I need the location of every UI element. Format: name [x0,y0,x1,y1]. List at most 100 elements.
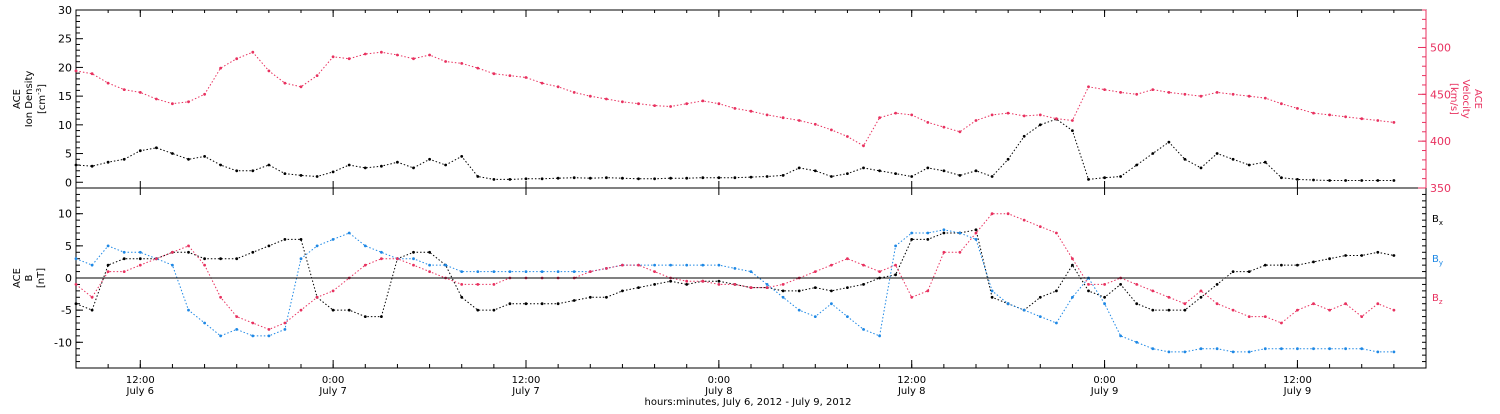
data-point-bx [846,286,849,289]
data-point-bx [1280,263,1283,267]
density-tick-label: 30 [58,4,72,17]
data-point-by [910,231,914,235]
data-point-velocity [1376,119,1380,122]
data-point-by [1231,350,1235,354]
data-point-by [1071,295,1074,299]
data-point-velocity [605,97,608,101]
data-point-velocity [508,74,512,77]
data-point-density [749,175,753,179]
data-point-density [1231,157,1235,161]
b-tick-label: -10 [54,336,72,349]
series-line-density [75,118,1394,181]
data-point-density [331,170,335,174]
data-point-by [363,244,367,248]
data-point-by [1312,347,1315,351]
data-point-density [958,174,962,177]
data-point-by [1055,321,1058,325]
data-point-velocity [910,113,914,117]
data-point-bz [1038,225,1042,229]
density-tick-label: 15 [58,90,72,103]
data-point-velocity [1231,92,1235,96]
data-point-by [219,334,223,338]
data-point-by [412,257,415,261]
data-point-by [1022,308,1026,312]
data-point-velocity [942,125,946,129]
data-point-velocity [653,104,656,107]
data-point-bz [974,231,978,235]
data-point-bx [1103,295,1106,299]
data-point-bx [412,250,415,254]
density-tick-label: 25 [58,33,72,46]
data-point-velocity [476,66,480,70]
data-point-velocity [894,111,897,115]
data-point-bx [862,283,865,286]
data-point-velocity [685,102,689,106]
data-point-bz [380,257,383,261]
data-point-by [106,244,110,248]
data-point-density [1167,140,1171,144]
data-point-bx [556,302,560,306]
data-point-bx [1151,308,1155,312]
b-tick-label: -5 [61,304,72,317]
data-point-bx [460,295,464,299]
data-point-by [187,308,190,312]
b-label-unit: [nT] [36,268,47,288]
density-label-name: Ion Density [24,71,35,128]
data-point-bz [1231,308,1235,312]
data-point-bz [1183,302,1187,306]
data-point-bx [1119,283,1122,286]
data-point-by [974,238,978,241]
data-point-density [1376,179,1380,182]
data-point-bx [540,302,544,306]
data-point-bx [813,286,817,289]
data-point-bx [1183,308,1187,312]
data-point-density [219,163,223,167]
data-point-by [347,231,351,235]
data-point-velocity [219,66,223,70]
data-point-bz [138,263,142,267]
data-point-density [122,157,126,161]
data-point-bz [830,263,833,267]
data-point-density [396,160,399,164]
data-point-bx [1328,257,1331,261]
data-point-bz [331,289,335,293]
data-point-bx [380,315,383,318]
data-point-density [1119,175,1122,178]
data-point-bx [1392,254,1396,257]
data-point-velocity [878,116,881,120]
data-point-velocity [572,91,576,94]
data-point-by [942,228,946,232]
data-point-by [717,263,721,267]
data-point-velocity [846,135,849,138]
density-label-ace: ACE [12,89,23,109]
data-point-bz [219,295,223,299]
data-point-bz [1022,218,1026,222]
data-point-velocity [74,69,78,73]
data-point-density [412,166,415,170]
data-point-bx [138,257,142,261]
data-point-bz [1167,295,1171,299]
velocity-axis-label: ACE Velocity [km/s] [1448,79,1483,118]
data-point-velocity [1360,117,1364,121]
data-point-by [669,263,672,267]
data-point-bx [267,244,271,248]
data-point-bx [219,257,223,261]
data-point-velocity [396,53,399,57]
data-point-bz [1360,315,1364,318]
data-point-velocity [299,85,303,89]
data-point-density [74,163,78,167]
data-point-bz [862,263,865,267]
data-point-bz [701,279,705,283]
data-point-bx [363,315,367,318]
data-point-bx [942,231,946,235]
data-point-density [492,178,496,181]
data-point-bz [942,250,946,254]
data-point-bx [1215,283,1219,286]
data-point-by [958,231,962,235]
data-point-velocity [380,50,383,54]
data-point-by [797,308,801,312]
data-point-bx [1055,289,1058,293]
data-point-by [1247,350,1251,354]
time-tick-label: 12:00 [897,375,926,386]
data-point-by [1103,302,1106,306]
